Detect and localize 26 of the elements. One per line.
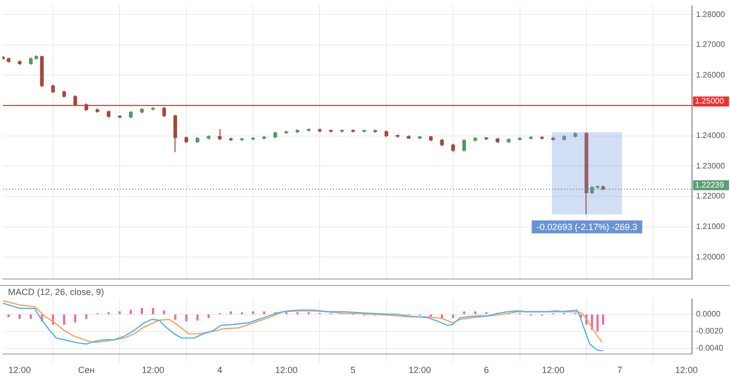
ref-line-label: 1.25000 — [695, 96, 724, 106]
y-tick-label: -0.0040 — [696, 343, 724, 352]
x-tick-label: 12:00 — [675, 365, 698, 376]
x-tick-label: 12:00 — [408, 365, 431, 376]
y-tick-label: 1.23000 — [696, 161, 726, 170]
y-tick-label: 0.0000 — [696, 309, 722, 318]
y-tick-label: 1.26000 — [696, 70, 726, 80]
y-tick-label: 1.27000 — [696, 40, 726, 50]
x-tick-label: 5 — [350, 365, 356, 376]
chart-title: MACD (12, 26, close, 9) — [8, 286, 104, 297]
y-tick-label: 1.28000 — [696, 10, 726, 19]
x-tick-label: Сен — [78, 365, 95, 376]
y-tick-label: 1.22000 — [696, 192, 726, 201]
x-tick-label: 6 — [484, 365, 489, 376]
x-tick-label: 12:00 — [142, 365, 164, 376]
y-tick-label: 1.21000 — [696, 222, 726, 231]
band-label: -0.02693 (-2.17%) -269.3 — [536, 222, 638, 232]
ref-line-label: 1.22239 — [695, 180, 724, 190]
x-tick-label: 12:00 — [8, 365, 31, 376]
y-tick-label: 1.24000 — [696, 131, 726, 140]
x-tick-label: 4 — [217, 365, 222, 376]
x-tick-label: 12:00 — [542, 365, 564, 376]
y-tick-label: -0.0020 — [696, 326, 724, 336]
y-tick-label: 1.20000 — [696, 252, 726, 262]
x-tick-label: 7 — [617, 365, 622, 376]
x-tick-label: 12:00 — [275, 365, 298, 376]
